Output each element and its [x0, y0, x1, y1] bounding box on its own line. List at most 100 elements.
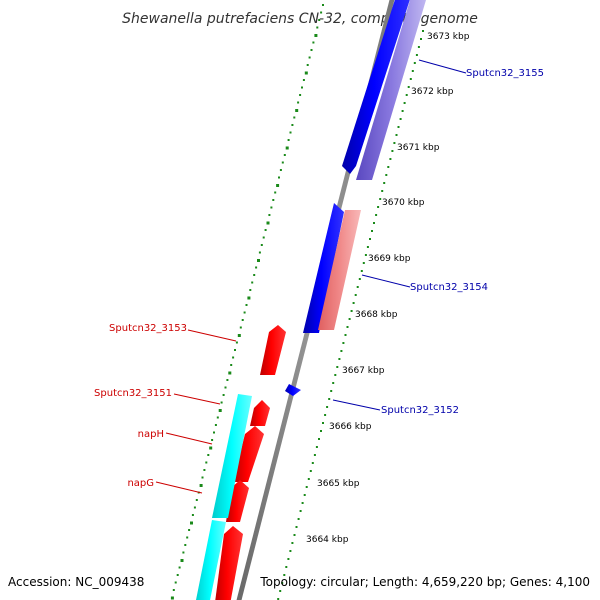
- scale-dot: [315, 446, 318, 448]
- gene-sputcn32-3152-feature[interactable]: [285, 384, 301, 396]
- scale-dot: [379, 198, 382, 200]
- gene-label-sputcn32-3151[interactable]: Sputcn32_3151: [94, 388, 172, 399]
- scale-dot: [354, 294, 357, 296]
- gene-label-naph[interactable]: napH: [138, 429, 164, 440]
- scale-dot: [301, 502, 304, 504]
- gc-dot: [297, 101, 300, 104]
- gc-dot: [232, 356, 235, 359]
- gc-dot: [320, 11, 323, 14]
- gc-dot: [301, 86, 303, 89]
- scale-dot: [422, 30, 424, 32]
- gc-dot: [218, 409, 222, 412]
- gc-dot: [241, 319, 244, 321]
- tick-label: 3668 kbp: [355, 310, 398, 320]
- gc-dot: [299, 94, 302, 96]
- scale-dot: [322, 422, 324, 424]
- gc-dot: [201, 476, 204, 479]
- gene-red-feature-lower[interactable]: [214, 526, 243, 600]
- gc-dot: [199, 484, 203, 487]
- gc-dot: [211, 439, 214, 441]
- scale-dot: [287, 558, 290, 560]
- rna-feature-upper[interactable]: [212, 394, 252, 518]
- scale-dot: [371, 230, 373, 232]
- gc-dot: [322, 4, 324, 6]
- scale-dot: [393, 142, 396, 144]
- scale-dot: [350, 310, 353, 312]
- gene-label-sputcn32-3153[interactable]: Sputcn32_3153: [109, 323, 187, 334]
- gene-naph-feature[interactable]: [233, 426, 264, 482]
- gc-dot: [302, 79, 305, 81]
- gene-sputcn32-3155-feature[interactable]: [342, 0, 413, 174]
- gene-sputcn32-3151-feature[interactable]: [250, 400, 270, 426]
- topology-summary-text: Topology: circular; Length: 4,659,220 bp…: [259, 575, 590, 589]
- scale-dot: [338, 358, 341, 360]
- scale-dot: [328, 398, 331, 400]
- tick-label: 3667 kbp: [342, 366, 385, 376]
- scale-dot: [313, 454, 316, 456]
- tick-label: 3665 kbp: [317, 479, 360, 489]
- scale-dot: [373, 222, 375, 224]
- scale-dot: [318, 438, 320, 440]
- gc-dot: [310, 49, 313, 51]
- gc-dot: [174, 581, 177, 584]
- scale-dot: [360, 270, 363, 272]
- gc-dot: [251, 281, 254, 284]
- rna-feature-lower[interactable]: [194, 520, 226, 600]
- scale-dot: [289, 550, 292, 552]
- scale-dot: [403, 102, 406, 104]
- gc-dot: [264, 229, 267, 231]
- scale-tick-dots: [277, 30, 424, 600]
- gene-label-sputcn32-3155[interactable]: Sputcn32_3155: [466, 68, 544, 79]
- gc-skew-dots: [170, 4, 324, 600]
- scale-dot: [295, 526, 298, 528]
- gc-dot: [190, 521, 193, 525]
- scale-dot: [377, 206, 380, 208]
- scale-dot: [358, 278, 361, 280]
- gc-dot: [255, 266, 258, 269]
- gc-dot: [170, 596, 174, 600]
- tick-label: 3666 kbp: [329, 422, 372, 432]
- gc-dot: [316, 26, 319, 29]
- gc-dot: [289, 131, 292, 134]
- gene-sputcn32-3153-feature[interactable]: [260, 325, 286, 375]
- gc-dot: [295, 109, 299, 112]
- gene-label-sputcn32-3152[interactable]: Sputcn32_3152: [381, 405, 459, 416]
- accession-text: Accession: NC_009438: [8, 575, 144, 589]
- gene-sputcn32-3154-feature[interactable]: [303, 203, 344, 333]
- scale-dot: [356, 286, 359, 288]
- gc-dot: [230, 364, 233, 366]
- gc-dot: [268, 214, 271, 216]
- gc-dot: [184, 544, 187, 546]
- gene-label-sputcn32-3154[interactable]: Sputcn32_3154: [410, 282, 488, 293]
- tick-labels: 3673 kbp 3672 kbp 3671 kbp 3670 kbp 3669…: [306, 32, 470, 545]
- gene-label-napg[interactable]: napG: [127, 478, 154, 489]
- scale-dot: [411, 70, 414, 72]
- gc-dot: [224, 386, 227, 389]
- scale-dot: [324, 414, 327, 416]
- gc-dot: [214, 424, 217, 426]
- gene-sputcn32-3155-cds[interactable]: [356, 0, 429, 180]
- tick-label: 3669 kbp: [368, 254, 411, 264]
- scale-dot: [364, 254, 367, 256]
- gene-sputcn32-3154-cds[interactable]: [318, 210, 361, 330]
- gc-dot: [260, 244, 263, 246]
- gc-dot: [176, 574, 179, 576]
- tick-label: 3664 kbp: [306, 535, 349, 545]
- scale-dot: [309, 470, 312, 472]
- gc-dot: [312, 41, 315, 44]
- scale-dot: [291, 542, 294, 544]
- feature-track: [194, 0, 429, 600]
- gc-dot: [220, 401, 223, 404]
- scale-dot: [415, 54, 418, 56]
- gc-dot: [249, 289, 252, 291]
- gene-labels: Sputcn32_3155 Sputcn32_3154 Sputcn32_315…: [94, 59, 544, 494]
- gc-dot: [306, 64, 309, 66]
- leader-line: [187, 329, 237, 342]
- gc-dot: [188, 529, 191, 531]
- gc-dot: [253, 274, 256, 276]
- gc-dot: [222, 394, 225, 396]
- tick-label: 3670 kbp: [382, 198, 425, 208]
- scale-dot: [375, 214, 378, 216]
- gc-dot: [209, 446, 213, 450]
